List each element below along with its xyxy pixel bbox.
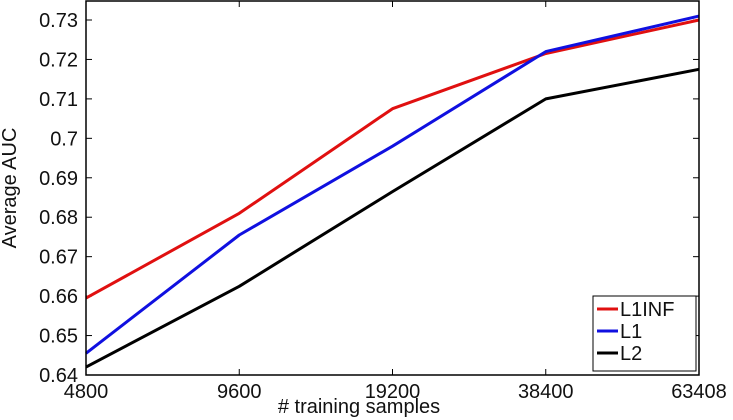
series-lines bbox=[85, 14, 700, 369]
x-tick-label: 38400 bbox=[518, 381, 574, 403]
legend-label-l1: L1 bbox=[620, 321, 642, 343]
y-axis-title: Average AUC bbox=[0, 128, 21, 249]
y-tick-label: 0.65 bbox=[39, 326, 78, 348]
y-tick-label: 0.72 bbox=[39, 49, 78, 71]
series-line-l2 bbox=[85, 67, 700, 369]
x-tick-label: 19200 bbox=[365, 381, 421, 403]
y-tick-label: 0.64 bbox=[39, 365, 78, 387]
y-tick-label: 0.68 bbox=[39, 207, 78, 229]
y-tick-label: 0.71 bbox=[39, 89, 78, 111]
x-tick-label: 4800 bbox=[64, 381, 109, 403]
y-tick-label: 0.73 bbox=[39, 10, 78, 32]
series-line-l1 bbox=[85, 14, 700, 355]
legend-label-l1inf: L1INF bbox=[620, 299, 674, 321]
y-tick-label: 0.66 bbox=[39, 286, 78, 308]
x-tick-label: 63408 bbox=[671, 381, 727, 403]
y-tick-label: 0.69 bbox=[39, 168, 78, 190]
plot-frame bbox=[85, 0, 700, 376]
y-tick-label: 0.7 bbox=[50, 128, 78, 150]
series-line-l1inf bbox=[85, 18, 700, 300]
x-axis-ticks: 4800 9600 19200 38400 63408 bbox=[64, 1, 727, 403]
y-axis-ticks: 0.64 0.65 0.66 0.67 0.68 0.69 0.7 0.71 0.72 0.73 bbox=[39, 10, 699, 387]
y-tick-label: 0.67 bbox=[39, 247, 78, 269]
x-tick-label: 9600 bbox=[217, 381, 262, 403]
x-axis-title: # training samples bbox=[278, 396, 440, 418]
legend-label-l2: L2 bbox=[620, 343, 642, 365]
